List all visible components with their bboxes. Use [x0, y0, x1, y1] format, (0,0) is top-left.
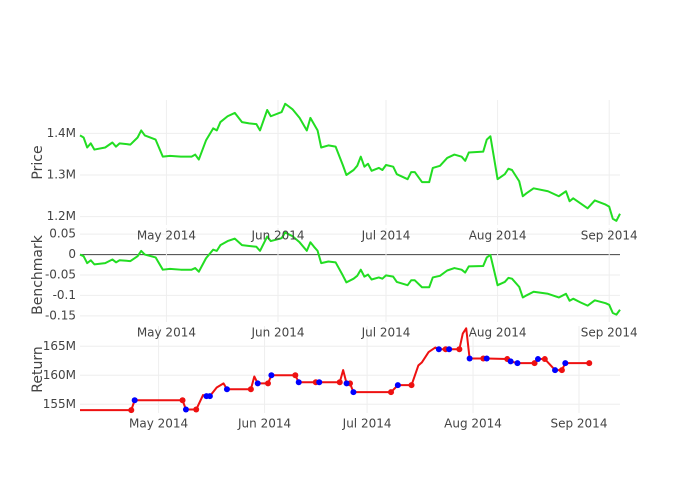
marker [435, 346, 442, 353]
marker [254, 380, 261, 387]
marker [388, 389, 395, 396]
marker [394, 382, 401, 389]
y-tick-label: -0.1 [53, 288, 76, 302]
series-line [79, 231, 621, 316]
marker [316, 379, 323, 386]
x-tick-label: Jul 2014 [361, 229, 411, 243]
y-tick-label: 0 [68, 247, 76, 261]
marker [128, 407, 135, 414]
series-line [79, 102, 621, 222]
marker [182, 406, 189, 413]
marker [558, 367, 565, 374]
marker [223, 386, 230, 393]
marker [456, 346, 463, 353]
label-layer: 1.2M 1.3M 1.4M May 2014 Jun 2014 Jul 2014 Aug … [30, 126, 638, 431]
x-tick-label: Aug 2014 [469, 326, 527, 340]
marker [268, 372, 275, 379]
y-tick-label: 1.4M [47, 126, 76, 140]
marker [562, 360, 569, 367]
y-tick-label: 160M [43, 368, 76, 382]
y-tick-label: 1.3M [47, 168, 76, 182]
y-tick-label: 155M [43, 397, 76, 411]
marker [446, 346, 453, 353]
marker [507, 358, 514, 365]
y-tick-label: 165M [43, 339, 76, 353]
y-tick-label: 1.2M [47, 209, 76, 223]
y-tick-label: 0.05 [49, 227, 76, 241]
marker [336, 379, 343, 386]
x-tick-label: Jun 2014 [250, 229, 304, 243]
marker [264, 380, 271, 387]
marker [514, 360, 521, 367]
grid-layer [80, 100, 620, 413]
x-tick-label: Jun 2014 [237, 417, 291, 431]
marker [552, 367, 559, 374]
x-tick-label: Sep 2014 [581, 326, 638, 340]
x-tick-label: Jul 2014 [361, 326, 411, 340]
x-tick-label: Aug 2014 [469, 229, 527, 243]
marker [466, 355, 473, 362]
x-tick-label: Sep 2014 [581, 229, 638, 243]
marker [350, 389, 357, 396]
y-axis-title: Price [30, 145, 46, 179]
mark-layer [79, 102, 621, 414]
marker [483, 355, 490, 362]
marker [179, 397, 186, 404]
marker [408, 382, 415, 389]
x-tick-label: May 2014 [137, 326, 196, 340]
marker [193, 406, 200, 413]
x-tick-label: Aug 2014 [444, 417, 502, 431]
y-tick-label: -0.15 [45, 308, 76, 322]
marker [541, 356, 548, 363]
x-tick-label: Sep 2014 [550, 417, 607, 431]
marker [292, 372, 299, 379]
marker [531, 360, 538, 367]
marker [295, 379, 302, 386]
marker [206, 393, 213, 400]
marker [534, 356, 541, 363]
y-axis-title: Return [30, 346, 46, 392]
y-tick-label: -0.05 [45, 268, 76, 282]
x-tick-label: May 2014 [137, 229, 196, 243]
x-tick-label: May 2014 [129, 417, 188, 431]
marker [586, 360, 593, 367]
marker [131, 397, 138, 404]
marker [247, 386, 254, 393]
y-axis-title: Benchmark [30, 234, 46, 315]
marker [343, 380, 350, 387]
x-tick-label: Jun 2014 [250, 326, 304, 340]
x-tick-label: Jul 2014 [342, 417, 392, 431]
